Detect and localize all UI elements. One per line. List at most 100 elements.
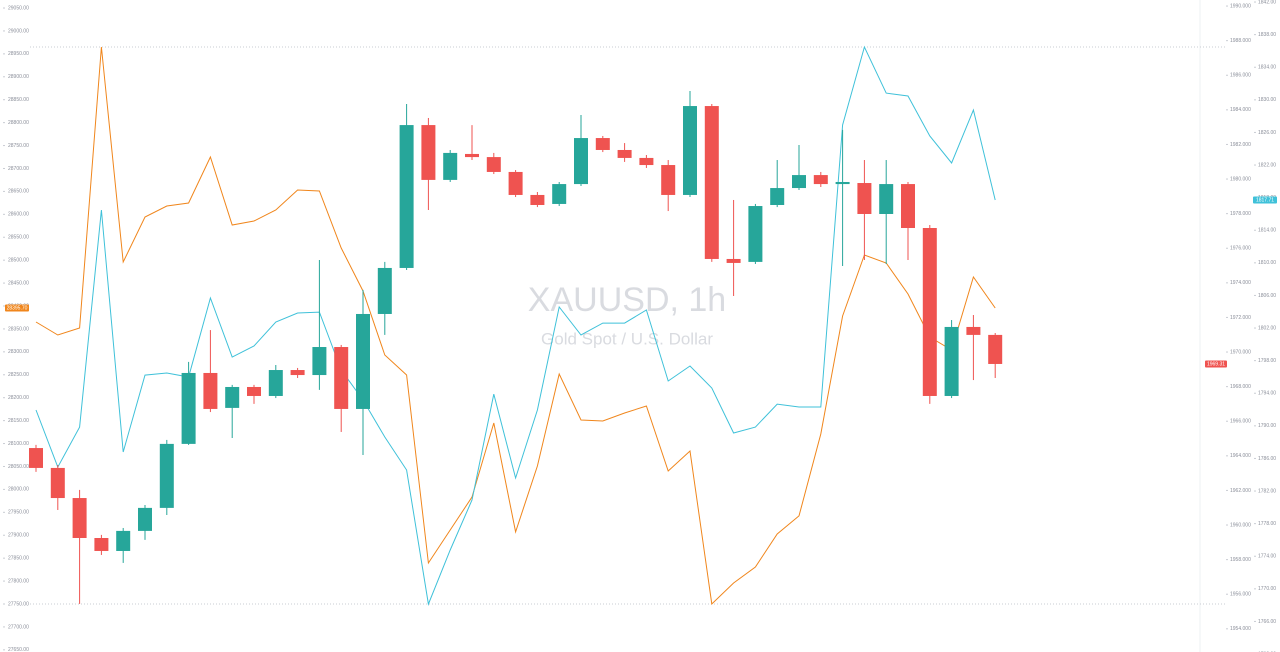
tick-label: 27800.00 <box>8 578 29 584</box>
candle-body <box>50 467 65 499</box>
tick-label: 1962.000 <box>1230 488 1251 494</box>
candle-body <box>421 125 436 180</box>
candle-body <box>225 386 240 408</box>
tick-label: 29000.00 <box>8 28 29 34</box>
tick-label: 28150.00 <box>8 418 29 424</box>
candle-body <box>988 334 1003 364</box>
tick-label: 28800.00 <box>8 120 29 126</box>
candle-body <box>399 125 414 268</box>
tick-label: 1766.00 <box>1258 619 1276 625</box>
candle-body <box>94 537 109 551</box>
tick-label: 28100.00 <box>8 441 29 447</box>
tick-label: 29050.00 <box>8 5 29 11</box>
tick-label: 1954.000 <box>1230 626 1251 632</box>
tick-label: 1806.00 <box>1258 293 1276 299</box>
tick-label: 28200.00 <box>8 395 29 401</box>
candle-body <box>268 370 283 396</box>
candle-body <box>508 171 523 195</box>
last-value-label-box <box>5 304 29 312</box>
candle-body <box>813 175 828 185</box>
tick-label: 1972.000 <box>1230 315 1251 321</box>
candle-body <box>901 184 915 229</box>
tick-label: 28950.00 <box>8 51 29 57</box>
tick-label: 28600.00 <box>8 212 29 218</box>
tick-label: 1826.00 <box>1258 130 1276 136</box>
tick-label: 1782.00 <box>1258 488 1276 494</box>
candle-body <box>857 183 872 214</box>
candle-body <box>661 165 676 195</box>
tick-label: 1964.000 <box>1230 453 1251 459</box>
candle-body <box>683 106 697 195</box>
tick-label: 1982.000 <box>1230 142 1251 148</box>
tick-label: 28500.00 <box>8 257 29 263</box>
tick-label: 1814.00 <box>1258 228 1276 234</box>
tick-label: 1770.00 <box>1258 586 1276 592</box>
candle-body <box>247 386 261 396</box>
tick-label: 1974.000 <box>1230 280 1251 286</box>
candle-body <box>552 184 567 204</box>
tick-label: 1774.00 <box>1258 554 1276 560</box>
candle-body <box>944 326 959 396</box>
overlay-line <box>35 45 996 606</box>
tick-label: 1988.000 <box>1230 38 1251 44</box>
tick-label: 1966.000 <box>1230 419 1251 425</box>
candle-body <box>465 153 479 158</box>
tick-label: 1842.00 <box>1258 0 1276 5</box>
last-value-label: 1817.71 <box>1256 197 1274 203</box>
candle-body <box>377 267 392 314</box>
candle-body <box>922 228 937 396</box>
candle-body <box>966 326 981 335</box>
candle-body <box>181 372 196 444</box>
tick-label: 1802.00 <box>1258 325 1276 331</box>
tick-label: 28350.00 <box>8 326 29 332</box>
candle-body <box>334 347 349 409</box>
tick-label: 27650.00 <box>8 647 29 652</box>
candle-body <box>29 448 43 468</box>
tick-label: 1778.00 <box>1258 521 1276 527</box>
tick-label: 28650.00 <box>8 189 29 195</box>
candle-body <box>770 188 785 205</box>
candle-body <box>748 206 763 262</box>
candle-body <box>595 138 610 150</box>
tick-label: 1986.000 <box>1230 73 1251 79</box>
candle-body <box>617 149 632 158</box>
tick-label: 1970.000 <box>1230 349 1251 355</box>
tick-label: 1794.00 <box>1258 391 1276 397</box>
tick-label: 27750.00 <box>8 601 29 607</box>
tick-label: 1976.000 <box>1230 246 1251 252</box>
tick-label: 28050.00 <box>8 464 29 470</box>
tick-label: 1978.000 <box>1230 211 1251 217</box>
tick-label: 1960.000 <box>1230 522 1251 528</box>
candle-body <box>530 194 545 205</box>
tick-label: 28750.00 <box>8 143 29 149</box>
candle-body <box>312 347 327 376</box>
candle-body <box>72 498 87 538</box>
tick-label: 28000.00 <box>8 487 29 493</box>
candle-body <box>356 313 370 409</box>
candle-body <box>486 157 501 172</box>
candle-body <box>116 530 131 551</box>
tick-label: 1958.000 <box>1230 557 1251 563</box>
candle-body <box>639 157 654 166</box>
tick-label: 1956.000 <box>1230 592 1251 598</box>
tick-label: 27900.00 <box>8 533 29 539</box>
last-close-label: 1969.31 <box>1207 361 1225 367</box>
candle-body <box>138 507 152 531</box>
tick-label: 1990.000 <box>1230 3 1251 9</box>
candle-body <box>792 175 806 189</box>
last-value-label: 28395.70 <box>7 305 28 311</box>
tick-label: 1980.000 <box>1230 176 1251 182</box>
tick-label: 1838.00 <box>1258 32 1276 38</box>
tick-label: 28250.00 <box>8 372 29 378</box>
watermark-subtitle: Gold Spot / U.S. Dollar <box>541 329 713 348</box>
candle-body <box>574 138 588 185</box>
tick-label: 28300.00 <box>8 349 29 355</box>
tick-label: 27950.00 <box>8 510 29 516</box>
tick-label: 1798.00 <box>1258 358 1276 364</box>
tick-label: 28850.00 <box>8 97 29 103</box>
tick-label: 27700.00 <box>8 624 29 630</box>
tick-label: 28450.00 <box>8 280 29 286</box>
tick-label: 28550.00 <box>8 235 29 241</box>
